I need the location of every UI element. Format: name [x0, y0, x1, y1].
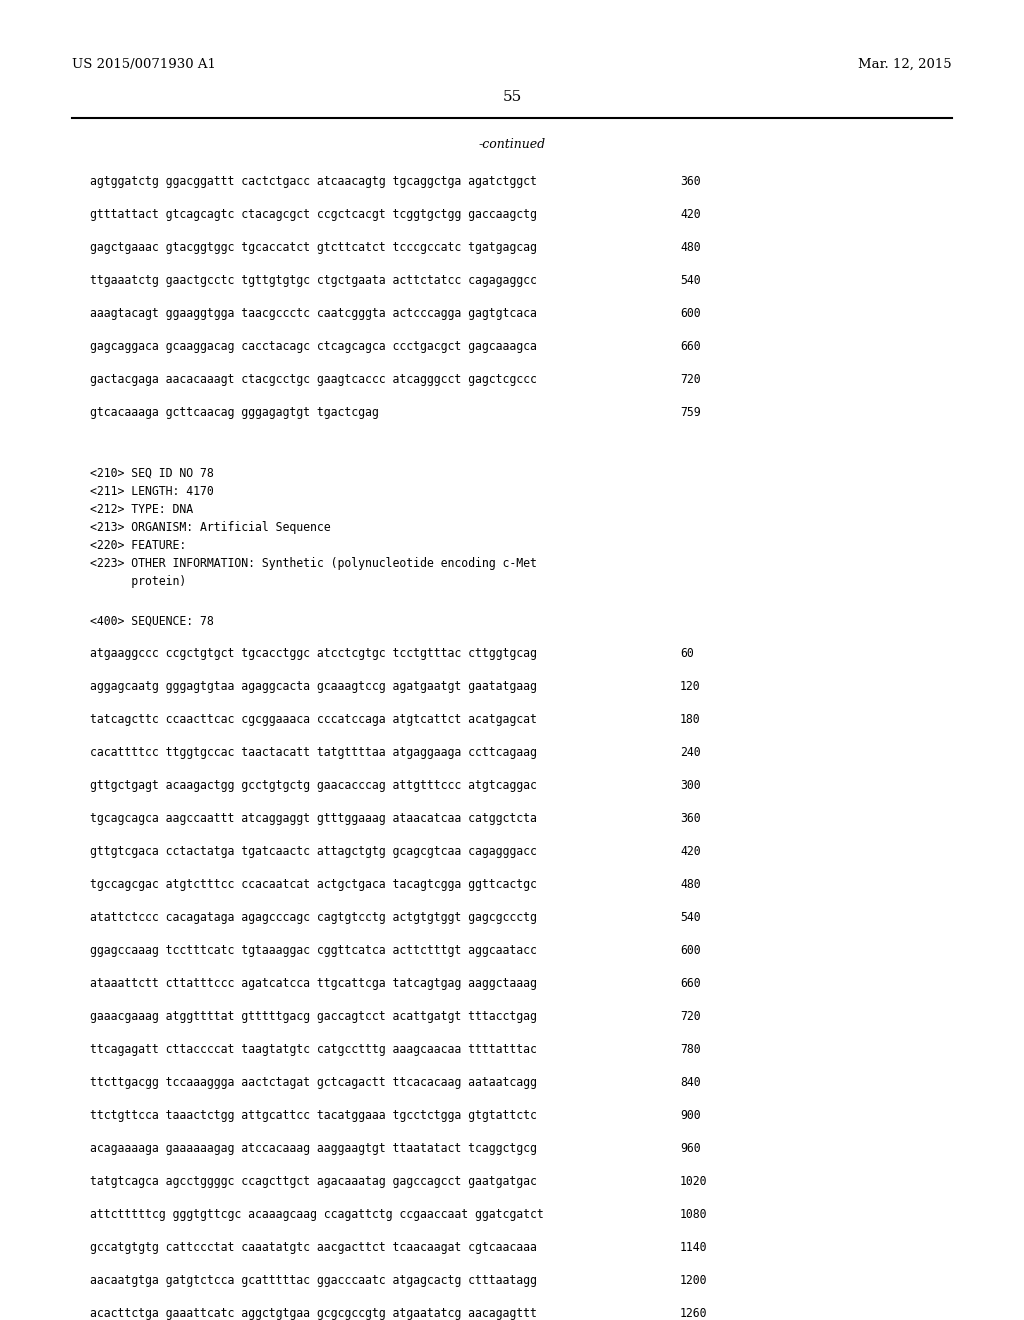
- Text: gtttattact gtcagcagtc ctacagcgct ccgctcacgt tcggtgctgg gaccaagctg: gtttattact gtcagcagtc ctacagcgct ccgctca…: [90, 209, 537, 220]
- Text: 60: 60: [680, 647, 693, 660]
- Text: protein): protein): [90, 576, 186, 587]
- Text: tatgtcagca agcctggggc ccagcttgct agacaaatag gagccagcct gaatgatgac: tatgtcagca agcctggggc ccagcttgct agacaaa…: [90, 1175, 537, 1188]
- Text: 360: 360: [680, 176, 700, 187]
- Text: ttcagagatt cttaccccat taagtatgtc catgcctttg aaagcaacaa ttttatttac: ttcagagatt cttaccccat taagtatgtc catgcct…: [90, 1043, 537, 1056]
- Text: 900: 900: [680, 1109, 700, 1122]
- Text: gactacgaga aacacaaagt ctacgcctgc gaagtcaccc atcagggcct gagctcgccc: gactacgaga aacacaaagt ctacgcctgc gaagtca…: [90, 374, 537, 385]
- Text: ttgaaatctg gaactgcctc tgttgtgtgc ctgctgaata acttctatcc cagagaggcc: ttgaaatctg gaactgcctc tgttgtgtgc ctgctga…: [90, 275, 537, 286]
- Text: 180: 180: [680, 713, 700, 726]
- Text: 720: 720: [680, 374, 700, 385]
- Text: gttgctgagt acaagactgg gcctgtgctg gaacacccag attgtttccc atgtcaggac: gttgctgagt acaagactgg gcctgtgctg gaacacc…: [90, 779, 537, 792]
- Text: gttgtcgaca cctactatga tgatcaactc attagctgtg gcagcgtcaa cagagggacc: gttgtcgaca cctactatga tgatcaactc attagct…: [90, 845, 537, 858]
- Text: ggagccaaag tcctttcatc tgtaaaggac cggttcatca acttctttgt aggcaatacc: ggagccaaag tcctttcatc tgtaaaggac cggttca…: [90, 944, 537, 957]
- Text: 660: 660: [680, 977, 700, 990]
- Text: 1140: 1140: [680, 1241, 708, 1254]
- Text: 420: 420: [680, 209, 700, 220]
- Text: US 2015/0071930 A1: US 2015/0071930 A1: [72, 58, 216, 71]
- Text: 720: 720: [680, 1010, 700, 1023]
- Text: ttcttgacgg tccaaaggga aactctagat gctcagactt ttcacacaag aataatcagg: ttcttgacgg tccaaaggga aactctagat gctcaga…: [90, 1076, 537, 1089]
- Text: 1260: 1260: [680, 1307, 708, 1320]
- Text: aaagtacagt ggaaggtgga taacgccctc caatcgggta actcccagga gagtgtcaca: aaagtacagt ggaaggtgga taacgccctc caatcgg…: [90, 308, 537, 319]
- Text: <400> SEQUENCE: 78: <400> SEQUENCE: 78: [90, 615, 214, 628]
- Text: aggagcaatg gggagtgtaa agaggcacta gcaaagtccg agatgaatgt gaatatgaag: aggagcaatg gggagtgtaa agaggcacta gcaaagt…: [90, 680, 537, 693]
- Text: atattctccc cacagataga agagcccagc cagtgtcctg actgtgtggt gagcgccctg: atattctccc cacagataga agagcccagc cagtgtc…: [90, 911, 537, 924]
- Text: ataaattctt cttatttccc agatcatcca ttgcattcga tatcagtgag aaggctaaag: ataaattctt cttatttccc agatcatcca ttgcatt…: [90, 977, 537, 990]
- Text: tgccagcgac atgtctttcc ccacaatcat actgctgaca tacagtcgga ggttcactgc: tgccagcgac atgtctttcc ccacaatcat actgctg…: [90, 878, 537, 891]
- Text: 120: 120: [680, 680, 700, 693]
- Text: tatcagcttc ccaacttcac cgcggaaaca cccatccaga atgtcattct acatgagcat: tatcagcttc ccaacttcac cgcggaaaca cccatcc…: [90, 713, 537, 726]
- Text: 360: 360: [680, 812, 700, 825]
- Text: acagaaaaga gaaaaaagag atccacaaag aaggaagtgt ttaatatact tcaggctgcg: acagaaaaga gaaaaaagag atccacaaag aaggaag…: [90, 1142, 537, 1155]
- Text: gtcacaaaga gcttcaacag gggagagtgt tgactcgag: gtcacaaaga gcttcaacag gggagagtgt tgactcg…: [90, 407, 379, 418]
- Text: 1020: 1020: [680, 1175, 708, 1188]
- Text: 300: 300: [680, 779, 700, 792]
- Text: -continued: -continued: [478, 139, 546, 150]
- Text: 480: 480: [680, 878, 700, 891]
- Text: 1200: 1200: [680, 1274, 708, 1287]
- Text: aacaatgtga gatgtctcca gcatttttac ggacccaatc atgagcactg ctttaatagg: aacaatgtga gatgtctcca gcatttttac ggaccca…: [90, 1274, 537, 1287]
- Text: 840: 840: [680, 1076, 700, 1089]
- Text: <210> SEQ ID NO 78: <210> SEQ ID NO 78: [90, 467, 214, 480]
- Text: acacttctga gaaattcatc aggctgtgaa gcgcgccgtg atgaatatcg aacagagttt: acacttctga gaaattcatc aggctgtgaa gcgcgcc…: [90, 1307, 537, 1320]
- Text: attctttttcg gggtgttcgc acaaagcaag ccagattctg ccgaaccaat ggatcgatct: attctttttcg gggtgttcgc acaaagcaag ccagat…: [90, 1208, 544, 1221]
- Text: Mar. 12, 2015: Mar. 12, 2015: [858, 58, 952, 71]
- Text: <211> LENGTH: 4170: <211> LENGTH: 4170: [90, 484, 214, 498]
- Text: agtggatctg ggacggattt cactctgacc atcaacagtg tgcaggctga agatctggct: agtggatctg ggacggattt cactctgacc atcaaca…: [90, 176, 537, 187]
- Text: 55: 55: [503, 90, 521, 104]
- Text: 540: 540: [680, 275, 700, 286]
- Text: 420: 420: [680, 845, 700, 858]
- Text: 600: 600: [680, 944, 700, 957]
- Text: gagctgaaac gtacggtggc tgcaccatct gtcttcatct tcccgccatc tgatgagcag: gagctgaaac gtacggtggc tgcaccatct gtcttca…: [90, 242, 537, 253]
- Text: gccatgtgtg cattccctat caaatatgtc aacgacttct tcaacaagat cgtcaacaaa: gccatgtgtg cattccctat caaatatgtc aacgact…: [90, 1241, 537, 1254]
- Text: 960: 960: [680, 1142, 700, 1155]
- Text: 1080: 1080: [680, 1208, 708, 1221]
- Text: 480: 480: [680, 242, 700, 253]
- Text: 240: 240: [680, 746, 700, 759]
- Text: gagcaggaca gcaaggacag cacctacagc ctcagcagca ccctgacgct gagcaaagca: gagcaggaca gcaaggacag cacctacagc ctcagca…: [90, 341, 537, 352]
- Text: ttctgttcca taaactctgg attgcattcc tacatggaaa tgcctctgga gtgtattctc: ttctgttcca taaactctgg attgcattcc tacatgg…: [90, 1109, 537, 1122]
- Text: 759: 759: [680, 407, 700, 418]
- Text: <223> OTHER INFORMATION: Synthetic (polynucleotide encoding c-Met: <223> OTHER INFORMATION: Synthetic (poly…: [90, 557, 537, 570]
- Text: 540: 540: [680, 911, 700, 924]
- Text: tgcagcagca aagccaattt atcaggaggt gtttggaaag ataacatcaa catggctcta: tgcagcagca aagccaattt atcaggaggt gtttgga…: [90, 812, 537, 825]
- Text: atgaaggccc ccgctgtgct tgcacctggc atcctcgtgc tcctgtttac cttggtgcag: atgaaggccc ccgctgtgct tgcacctggc atcctcg…: [90, 647, 537, 660]
- Text: gaaacgaaag atggttttat gtttttgacg gaccagtcct acattgatgt tttacctgag: gaaacgaaag atggttttat gtttttgacg gaccagt…: [90, 1010, 537, 1023]
- Text: <213> ORGANISM: Artificial Sequence: <213> ORGANISM: Artificial Sequence: [90, 521, 331, 535]
- Text: 600: 600: [680, 308, 700, 319]
- Text: <220> FEATURE:: <220> FEATURE:: [90, 539, 186, 552]
- Text: 660: 660: [680, 341, 700, 352]
- Text: <212> TYPE: DNA: <212> TYPE: DNA: [90, 503, 194, 516]
- Text: 780: 780: [680, 1043, 700, 1056]
- Text: cacattttcc ttggtgccac taactacatt tatgttttaa atgaggaaga ccttcagaag: cacattttcc ttggtgccac taactacatt tatgttt…: [90, 746, 537, 759]
